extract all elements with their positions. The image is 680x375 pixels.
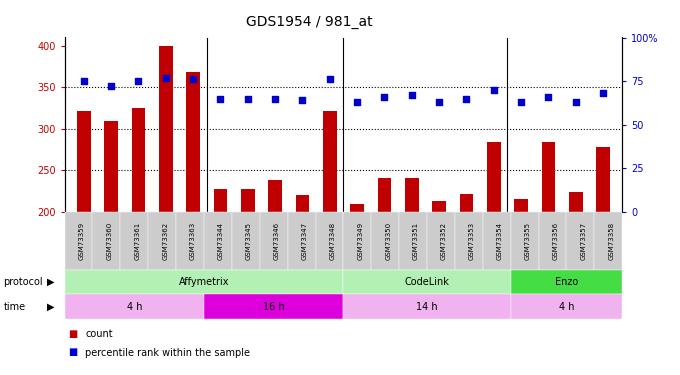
- Bar: [377, 178, 391, 212]
- Point: [406, 92, 417, 98]
- Bar: [241, 189, 254, 212]
- Text: GSM73358: GSM73358: [608, 222, 614, 260]
- Text: GSM73347: GSM73347: [302, 222, 307, 260]
- Point: [215, 96, 226, 102]
- Text: 14 h: 14 h: [416, 302, 438, 312]
- Text: GDS1954 / 981_at: GDS1954 / 981_at: [246, 15, 373, 29]
- Point: [78, 78, 89, 84]
- Text: GSM73349: GSM73349: [358, 222, 363, 260]
- Point: [543, 94, 554, 100]
- Bar: [596, 147, 610, 212]
- Text: GSM73356: GSM73356: [552, 222, 558, 260]
- Point: [461, 96, 472, 102]
- Text: GSM73355: GSM73355: [525, 222, 530, 260]
- Point: [105, 83, 116, 89]
- Text: GSM73348: GSM73348: [329, 222, 335, 260]
- Bar: [405, 178, 419, 212]
- Text: GSM73359: GSM73359: [79, 222, 84, 260]
- Bar: [514, 200, 528, 212]
- Point: [571, 99, 581, 105]
- Text: GSM73363: GSM73363: [190, 222, 196, 260]
- Text: Affymetrix: Affymetrix: [179, 277, 229, 287]
- Bar: [131, 108, 146, 212]
- Text: GSM73346: GSM73346: [273, 222, 279, 260]
- Text: 16 h: 16 h: [263, 302, 284, 312]
- Text: ■: ■: [68, 348, 78, 357]
- Point: [242, 96, 253, 102]
- Bar: [268, 180, 282, 212]
- Bar: [77, 111, 90, 212]
- Text: 4 h: 4 h: [126, 302, 142, 312]
- Text: ■: ■: [68, 329, 78, 339]
- Point: [270, 96, 281, 102]
- Point: [188, 76, 199, 82]
- Bar: [296, 195, 309, 212]
- Text: ▶: ▶: [47, 302, 55, 312]
- Point: [352, 99, 362, 105]
- Text: time: time: [3, 302, 26, 312]
- Text: GSM73354: GSM73354: [496, 222, 503, 260]
- Point: [324, 76, 335, 82]
- Text: GSM73345: GSM73345: [246, 222, 252, 260]
- Bar: [214, 189, 227, 212]
- Point: [598, 90, 609, 96]
- Bar: [323, 111, 337, 212]
- Bar: [487, 142, 500, 212]
- Bar: [432, 201, 446, 212]
- Text: ▶: ▶: [47, 277, 55, 287]
- Text: GSM73350: GSM73350: [385, 222, 391, 260]
- Text: GSM73362: GSM73362: [163, 222, 168, 260]
- Text: Enzo: Enzo: [555, 277, 578, 287]
- Text: GSM73351: GSM73351: [413, 222, 419, 260]
- Point: [379, 94, 390, 100]
- Bar: [569, 192, 583, 212]
- Point: [160, 75, 171, 81]
- Bar: [159, 46, 173, 212]
- Point: [515, 99, 526, 105]
- Point: [133, 78, 144, 84]
- Point: [488, 87, 499, 93]
- Text: percentile rank within the sample: percentile rank within the sample: [85, 348, 250, 357]
- Text: CodeLink: CodeLink: [405, 277, 449, 287]
- Bar: [460, 194, 473, 212]
- Text: GSM73352: GSM73352: [441, 222, 447, 260]
- Text: GSM73344: GSM73344: [218, 222, 224, 260]
- Point: [297, 97, 308, 103]
- Bar: [350, 204, 364, 212]
- Text: count: count: [85, 329, 113, 339]
- Text: GSM73361: GSM73361: [134, 222, 140, 260]
- Bar: [104, 120, 118, 212]
- Text: 4 h: 4 h: [559, 302, 574, 312]
- Point: [434, 99, 445, 105]
- Text: GSM73360: GSM73360: [106, 222, 112, 260]
- Text: GSM73357: GSM73357: [581, 222, 586, 260]
- Bar: [541, 142, 556, 212]
- Text: protocol: protocol: [3, 277, 43, 287]
- Bar: [186, 72, 200, 212]
- Text: GSM73353: GSM73353: [469, 222, 475, 260]
